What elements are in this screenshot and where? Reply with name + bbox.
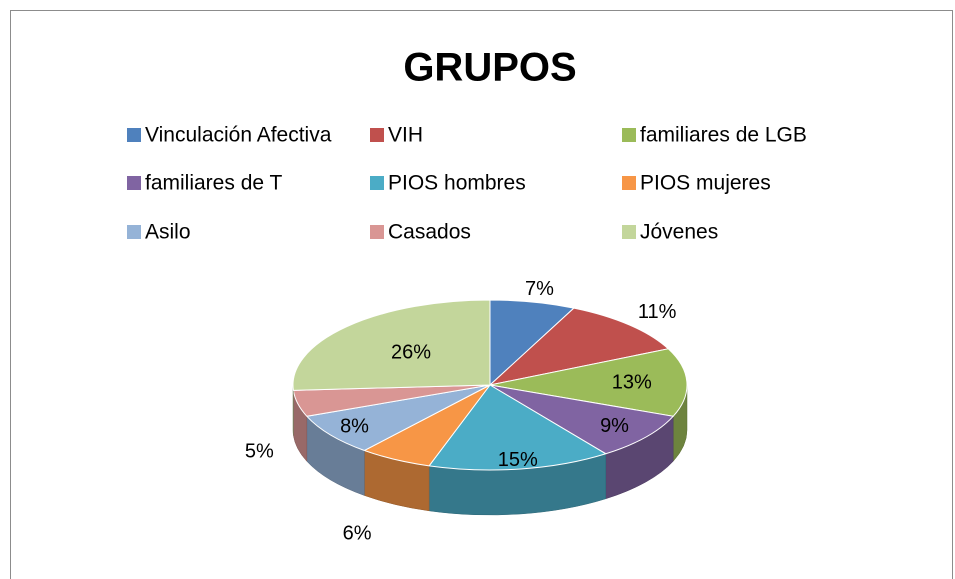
data-label: 9% (600, 415, 629, 437)
slice-top (292, 299, 491, 391)
legend-label: Asilo (145, 221, 191, 244)
legend-label: Vinculación Afectiva (145, 124, 332, 147)
pie-slice (488, 307, 670, 386)
data-label: 5% (245, 441, 274, 463)
pie-slice (489, 384, 675, 500)
data-label: 26% (391, 341, 431, 363)
pie-slice (305, 384, 491, 496)
slice-top (489, 384, 675, 455)
legend-swatch (370, 128, 384, 142)
data-label: 13% (612, 371, 652, 393)
legend-swatch (622, 176, 636, 190)
chart-title: GRUPOS (403, 46, 576, 90)
legend-swatch (622, 225, 636, 239)
legend-swatch (622, 128, 636, 142)
legend-swatch (127, 176, 141, 190)
legend-label: Jóvenes (640, 221, 718, 244)
data-label: 6% (343, 523, 372, 545)
pie-slice (363, 384, 491, 512)
legend-label: familiares de T (145, 172, 283, 195)
legend-label: PIOS hombres (388, 172, 526, 195)
legend-swatch (127, 225, 141, 239)
legend-swatch (127, 128, 141, 142)
legend-swatch (370, 225, 384, 239)
data-label: 8% (340, 416, 369, 438)
data-label: 11% (638, 301, 677, 323)
slice-top (428, 384, 608, 471)
pie-slice (428, 384, 608, 516)
legend-label: Casados (388, 221, 471, 244)
slice-top (305, 384, 491, 452)
slice-top (489, 348, 688, 417)
data-label: 7% (525, 278, 554, 300)
legend-label: VIH (388, 124, 423, 147)
legend-label: familiares de LGB (640, 124, 807, 147)
slice-top (488, 307, 670, 386)
legend-swatch (370, 176, 384, 190)
legend-label: PIOS mujeres (640, 172, 771, 195)
pie-slice (292, 299, 491, 436)
data-label: 15% (498, 449, 538, 471)
pie-slice (292, 384, 491, 462)
